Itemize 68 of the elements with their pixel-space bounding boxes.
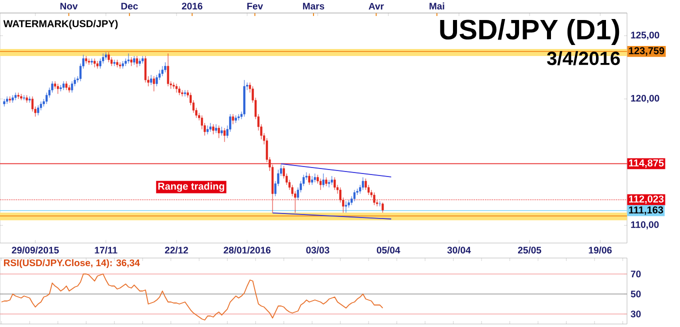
candlestick — [215, 124, 218, 134]
candlestick — [37, 105, 40, 116]
candlestick — [382, 202, 384, 213]
x2-tick-label: Dec — [121, 2, 138, 10]
candlestick — [334, 177, 336, 190]
candlestick — [136, 56, 138, 68]
candlestick — [62, 80, 65, 90]
x2-tick-label: Avr — [368, 2, 384, 10]
candlestick — [127, 53, 130, 64]
candlestick — [70, 80, 74, 93]
annotation: WATERMARK(USD/JPY) — [3, 20, 118, 30]
text: 3/4/2016 — [547, 51, 620, 66]
x2-tick-label: Fev — [247, 2, 263, 10]
candlestick — [88, 58, 90, 66]
candlestick — [353, 190, 356, 202]
chart-title: RSI(USD/JPY.Close, 14): 36,34 — [4, 259, 140, 268]
y-tick-label: 70 — [630, 270, 641, 278]
candlestick — [14, 92, 17, 100]
candlestick — [175, 84, 178, 93]
x-tick-label: 17/11 — [94, 246, 118, 254]
candlestick — [320, 178, 322, 190]
candlestick — [108, 52, 110, 63]
candlestick — [161, 66, 164, 76]
candlestick — [328, 180, 330, 188]
y-tick-label: 125,00 — [631, 32, 660, 40]
candlestick — [308, 173, 310, 186]
candlestick — [362, 177, 364, 190]
candlestick — [22, 94, 26, 100]
ref-line-label: 112,023 — [629, 195, 664, 204]
x-tick-label: 19/06 — [588, 246, 612, 254]
y-tick-label: 110,00 — [631, 221, 659, 230]
candlestick — [144, 56, 147, 83]
ref-line-label: 111,163 — [629, 206, 664, 215]
x-tick-label: 25/05 — [518, 246, 542, 254]
candlestick — [344, 201, 348, 213]
x-tick-label: 30/04 — [447, 246, 471, 254]
candlestick — [152, 76, 155, 92]
candlestick — [96, 60, 98, 69]
candlestick — [218, 125, 220, 138]
candlestick — [223, 128, 226, 142]
x2-tick-label: Mai — [430, 2, 444, 10]
x-tick-label: 22/12 — [164, 246, 188, 254]
candlestick — [184, 90, 186, 97]
y-tick-label: 50 — [630, 290, 641, 298]
candlestick — [150, 74, 152, 86]
chart-title: USD/JPY (D1) — [440, 18, 620, 46]
candlestick — [373, 192, 376, 206]
x2-tick-label: 2016 — [182, 2, 202, 10]
x-tick-label: 29/09/2015 — [12, 246, 59, 254]
ref-line-label: 114,875 — [629, 159, 664, 168]
candlestick — [56, 84, 59, 94]
x2-tick-label: Nov — [60, 2, 78, 10]
annotation: Range trading — [158, 182, 224, 192]
candlestick — [6, 96, 8, 104]
candlestick — [232, 114, 234, 124]
y-tick-label: 120,00 — [631, 94, 660, 103]
candlestick — [322, 173, 324, 188]
ref-line-label: 123,759 — [629, 47, 664, 56]
x-tick-label: 05/04 — [376, 246, 400, 254]
candlestick — [118, 62, 122, 69]
candlestick — [164, 62, 166, 73]
candlestick — [212, 124, 214, 135]
x2-tick-label: Mars — [303, 2, 324, 10]
candlestick — [378, 201, 381, 207]
y-tick-label: 30 — [630, 310, 641, 318]
x-tick-label: 28/01/2016 — [224, 246, 271, 254]
candlestick — [167, 53, 170, 87]
x-tick-label: 03/03 — [306, 246, 330, 254]
